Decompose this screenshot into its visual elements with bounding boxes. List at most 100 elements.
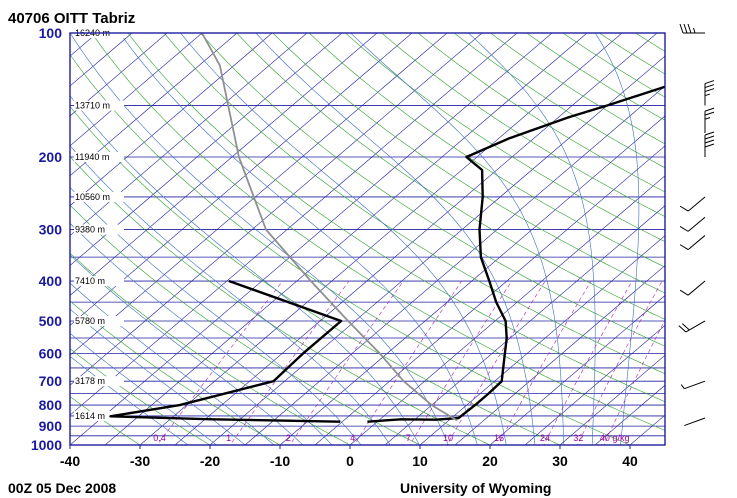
wind-barb-flag	[687, 23, 692, 34]
temperature-tick-label: -10	[270, 453, 290, 469]
isotherm-line	[70, 33, 238, 177]
wind-barb-staff	[684, 380, 706, 390]
sounding-traces	[109, 33, 665, 423]
temperature-tick-label: 0	[346, 453, 354, 469]
temperature-tick-label: -30	[130, 453, 150, 469]
height-label-bg	[74, 191, 124, 202]
wind-barb-flag	[678, 325, 687, 333]
wind-barb	[679, 23, 705, 34]
pressure-tick-label: 500	[39, 313, 63, 329]
isotherm-line	[70, 33, 308, 236]
wind-barb-staff	[685, 320, 706, 333]
wind-barb-flag	[704, 131, 715, 136]
isotherm-line	[0, 24, 73, 454]
source-label: University of Wyoming	[400, 480, 551, 496]
isotherm-line	[279, 115, 665, 445]
mixing-ratio-label: 4	[350, 433, 355, 443]
wind-barb-staff	[687, 235, 706, 250]
dry-adiabat-line	[127, 33, 665, 403]
mixing-ratio-label: 16	[494, 433, 504, 443]
pressure-tick-label: 400	[39, 273, 63, 289]
temperature-tick-label: -20	[200, 453, 220, 469]
wind-barb	[679, 216, 706, 232]
mixing-ratio-label: 32	[573, 433, 583, 443]
temperature-trace	[367, 85, 665, 423]
isotherm-line	[0, 24, 3, 454]
wind-barb-column	[678, 23, 715, 427]
isotherm-line	[664, 444, 665, 445]
wind-barb-half-flag	[693, 27, 696, 34]
moist-adiabat-line	[70, 145, 391, 445]
wind-barb-flag	[704, 80, 715, 85]
mixing-ratio-label: 2	[286, 433, 291, 443]
wind-barb-flag	[679, 205, 689, 212]
wind-barb	[680, 380, 706, 390]
height-label: 1614 m	[75, 411, 105, 421]
wind-barb-staff	[687, 196, 706, 212]
wind-barb	[679, 235, 706, 251]
temperature-tick-label: 30	[552, 453, 568, 469]
pressure-tick-label: 900	[39, 418, 63, 434]
isotherm-line	[349, 175, 665, 445]
mixing-ratio-label: 40 g/kg	[600, 433, 630, 443]
isotherm-line	[454, 265, 665, 445]
isotherm-line	[139, 33, 623, 445]
dry-adiabat-line	[345, 33, 665, 242]
wind-barb-half-flag	[680, 384, 685, 390]
wind-barb-flag	[679, 225, 689, 232]
dry-adiabat-line	[70, 252, 351, 445]
isotherm-line	[70, 33, 168, 117]
wind-barb-flag	[683, 23, 688, 34]
isotherm-line	[104, 33, 588, 445]
dewpoint-trace	[109, 279, 343, 423]
dry-adiabat-line	[70, 54, 631, 445]
height-label-bg	[74, 376, 124, 387]
pressure-tick-label: 600	[39, 346, 63, 362]
mixing-ratio-line	[446, 280, 546, 445]
dry-adiabat-line	[562, 33, 665, 98]
wind-barb-flag	[704, 135, 715, 140]
isotherm-line	[314, 145, 665, 445]
moist-adiabat-line	[594, 33, 640, 445]
dry-adiabat-line	[236, 33, 665, 320]
thermodynamic-grid	[0, 24, 665, 454]
mixing-ratio-line	[603, 319, 665, 445]
dry-adiabat-line	[70, 204, 421, 445]
chart-title: 40706 OITT Tabriz	[8, 10, 135, 27]
mixing-ratio-label: 7	[406, 433, 411, 443]
pressure-tick-label: 300	[39, 222, 63, 238]
moist-adiabat-line	[180, 33, 507, 445]
plot-frame	[69, 32, 666, 446]
isotherm-line	[70, 33, 133, 87]
isotherm-line	[70, 33, 483, 386]
height-label: 3178 m	[75, 376, 105, 386]
wind-barb-staff	[687, 216, 706, 232]
dry-adiabat-line	[70, 106, 561, 445]
mixing-ratio-line	[229, 280, 350, 445]
moist-adiabat-line	[70, 95, 420, 445]
mixing-ratio-label: 10	[443, 433, 453, 443]
wind-barb-staff	[684, 417, 706, 427]
wind-barb-flag	[704, 84, 715, 89]
dry-adiabat-line	[0, 24, 12, 454]
temperature-axis: -40 -30 -20 -10 0 10 20 30 40	[60, 445, 638, 469]
moist-adiabat-line	[119, 33, 478, 445]
wind-barb	[679, 280, 706, 296]
height-label-bg	[74, 315, 124, 326]
wind-barb-half-flag	[704, 93, 711, 97]
pressure-axis: 100 200 300 400 500 600 700 800 900 1000	[31, 25, 62, 453]
moist-adiabat-line	[350, 33, 564, 445]
wind-barb-flag	[679, 289, 689, 296]
mixing-ratio-line	[577, 280, 663, 445]
temperature-tick-label: 20	[482, 453, 498, 469]
wind-barb-flag	[679, 244, 689, 251]
isotherm-line	[524, 324, 665, 445]
dry-adiabat-line	[70, 396, 141, 445]
isotherm-line	[70, 33, 343, 266]
dry-adiabat-line	[200, 33, 665, 347]
mixing-ratio-line	[543, 280, 633, 445]
wind-barb-flag	[679, 23, 684, 34]
height-label: 5780 m	[75, 316, 105, 326]
height-label-bg	[74, 100, 124, 111]
